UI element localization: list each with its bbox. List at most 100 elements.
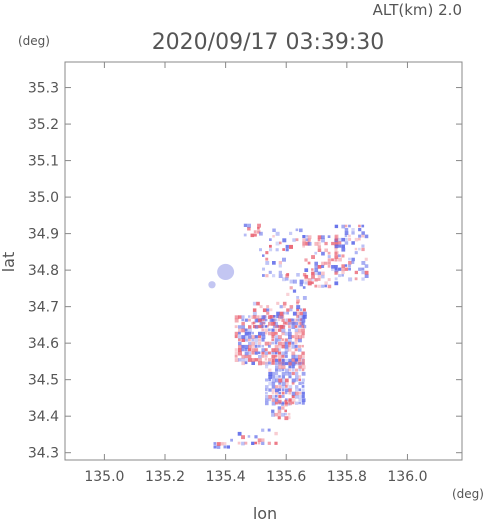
data-cell xyxy=(271,398,276,402)
data-cell xyxy=(258,344,261,348)
data-cell xyxy=(274,321,278,326)
data-cell xyxy=(281,403,284,406)
data-cell xyxy=(284,399,288,403)
data-cell xyxy=(220,442,224,446)
data-cell xyxy=(278,358,282,362)
data-cell xyxy=(348,267,351,271)
data-cell xyxy=(296,299,300,303)
data-cell xyxy=(285,362,288,366)
data-cell xyxy=(338,274,342,278)
data-cell xyxy=(317,271,321,275)
data-cell xyxy=(247,435,251,438)
data-cell xyxy=(265,378,268,382)
data-cell xyxy=(288,341,292,345)
data-cell xyxy=(241,344,245,349)
data-cell xyxy=(271,371,276,376)
data-cell xyxy=(285,378,289,383)
data-cell xyxy=(301,371,306,376)
data-cell xyxy=(341,270,345,275)
data-cell xyxy=(265,401,269,406)
data-cell xyxy=(291,365,295,369)
data-cell xyxy=(268,371,273,376)
data-cell xyxy=(298,354,302,359)
data-cell xyxy=(289,244,293,249)
data-cell xyxy=(281,315,285,319)
data-cell xyxy=(262,267,265,271)
data-cell xyxy=(275,371,279,375)
data-cell xyxy=(268,341,272,346)
data-cell xyxy=(304,268,309,272)
y-tick-label: 35.1 xyxy=(28,154,59,170)
data-cell xyxy=(334,251,338,255)
data-cell xyxy=(295,375,299,379)
data-cell xyxy=(265,395,269,399)
data-cell xyxy=(341,264,345,268)
data-cell xyxy=(275,362,278,365)
plot-frame xyxy=(64,61,463,461)
data-cell xyxy=(327,278,331,282)
data-cell xyxy=(358,224,361,228)
data-cell xyxy=(265,274,269,278)
data-cell xyxy=(278,365,283,370)
data-cell xyxy=(285,385,288,388)
data-cell xyxy=(287,416,291,420)
data-cell xyxy=(288,335,292,339)
data-cell xyxy=(261,361,265,365)
data-cell xyxy=(278,341,282,346)
data-cell xyxy=(301,318,306,323)
data-cell xyxy=(288,398,292,402)
data-cell xyxy=(295,385,299,389)
data-cell xyxy=(291,381,295,385)
y-axis-label: lat xyxy=(0,252,18,273)
data-cell xyxy=(259,324,263,329)
data-cell xyxy=(341,244,345,249)
data-cell xyxy=(251,348,256,352)
data-cell xyxy=(271,378,276,383)
data-cell xyxy=(301,315,305,319)
data-cell xyxy=(275,375,279,379)
data-cell xyxy=(292,311,297,316)
data-cell xyxy=(257,438,262,442)
data-cell xyxy=(254,325,259,329)
data-cell xyxy=(264,315,268,318)
data-cell xyxy=(259,321,263,325)
y-tick-label: 34.8 xyxy=(28,263,59,279)
data-cell xyxy=(248,351,252,355)
data-cell xyxy=(281,365,286,370)
data-cell xyxy=(301,388,305,392)
data-cell xyxy=(258,335,261,339)
data-cell xyxy=(295,368,298,372)
data-cell xyxy=(299,282,303,287)
data-cell xyxy=(268,362,272,366)
data-cell xyxy=(271,321,276,326)
data-cell xyxy=(288,375,292,379)
data-cell xyxy=(213,445,217,449)
data-cell xyxy=(241,354,246,359)
data-cell xyxy=(234,335,238,339)
data-cell xyxy=(302,244,305,248)
data-cell xyxy=(268,331,272,336)
data-cell xyxy=(278,354,282,359)
data-cell xyxy=(266,308,270,312)
data-cell xyxy=(279,315,284,319)
y-tick-label: 35.0 xyxy=(28,190,59,206)
data-cell xyxy=(248,315,251,318)
data-cell xyxy=(291,325,296,329)
data-cell xyxy=(291,398,296,403)
data-cell xyxy=(272,235,275,238)
data-cell xyxy=(354,237,359,242)
data-cell xyxy=(317,265,322,269)
data-cell xyxy=(287,403,291,406)
data-cell xyxy=(258,325,261,328)
data-cell xyxy=(338,257,342,262)
data-cell xyxy=(288,388,292,392)
altitude-label: ALT(km) 2.0 xyxy=(373,1,462,19)
data-cell xyxy=(213,442,217,445)
data-cell xyxy=(314,261,318,266)
data-cell xyxy=(248,341,252,346)
data-cell xyxy=(272,315,276,318)
data-cell xyxy=(216,445,221,449)
data-cell xyxy=(268,395,272,399)
data-cell xyxy=(261,428,265,432)
data-cell xyxy=(278,378,283,383)
